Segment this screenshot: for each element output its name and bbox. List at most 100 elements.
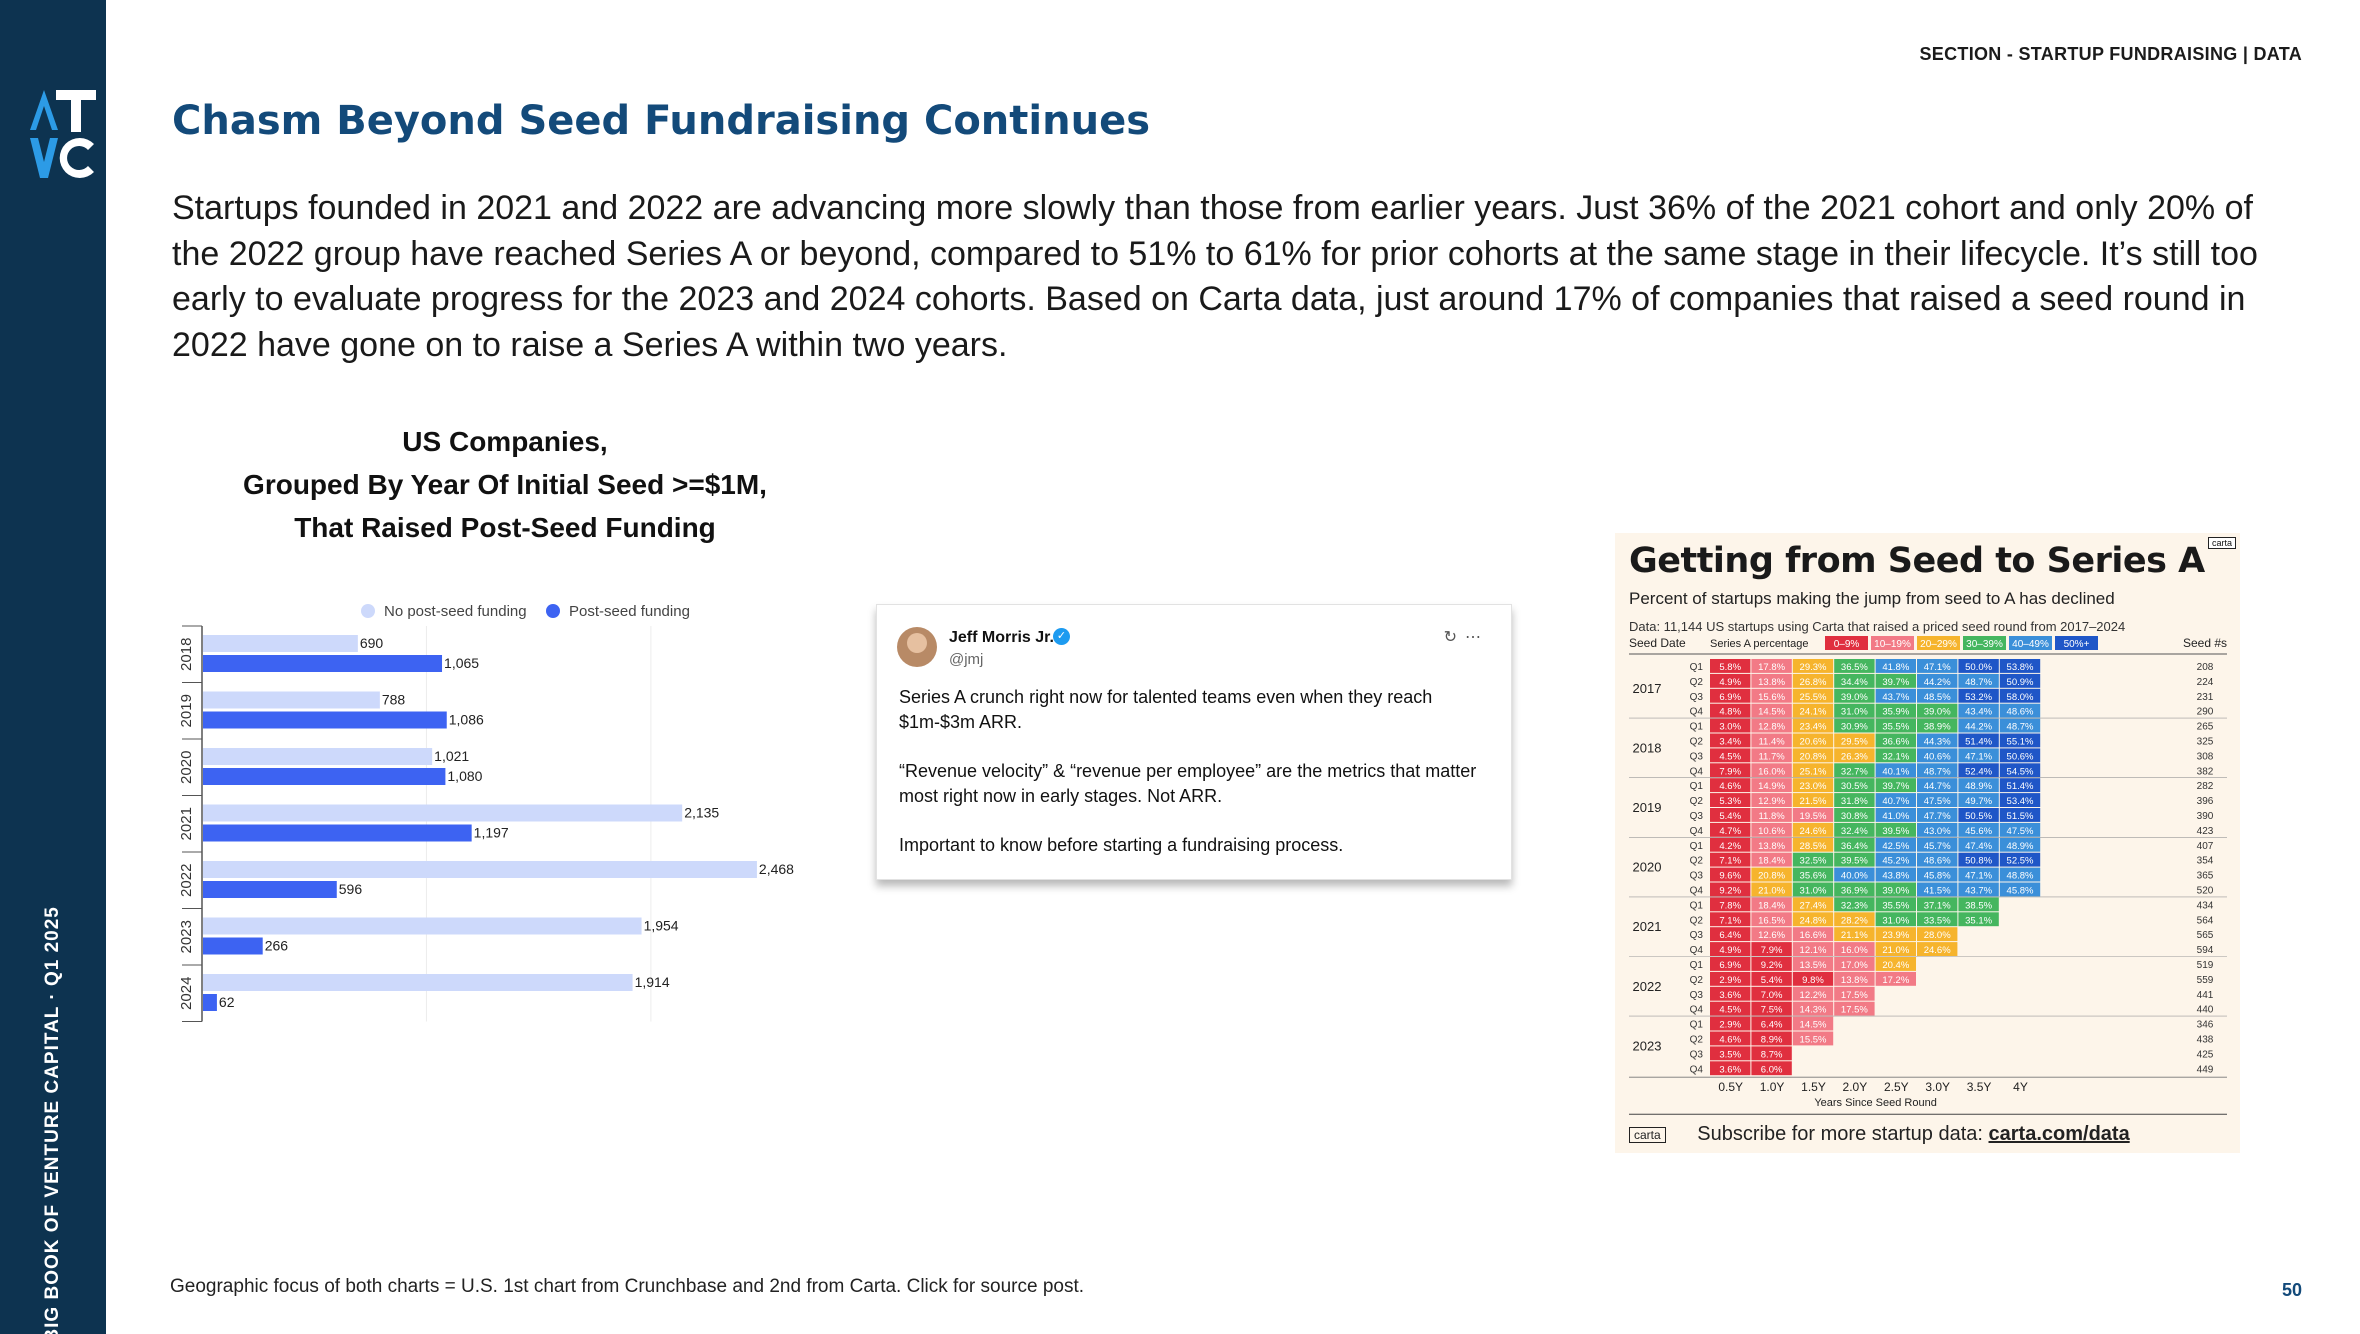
quarter-label: Q2 [1690, 737, 1704, 748]
bar-value-label: 2,468 [759, 861, 794, 877]
heatmap-cell [1792, 852, 1834, 867]
carta-data-link[interactable]: carta.com/data [1988, 1123, 2130, 1145]
heatmap-cell [1751, 673, 1792, 688]
heatmap-cell-value: 44.2% [1965, 722, 1992, 733]
heatmap-cell-value: 11.4% [1758, 737, 1785, 748]
heatmap-cell [1751, 808, 1792, 822]
heatmap-cell-value: 5.4% [1761, 975, 1783, 986]
heatmap-cell [1917, 927, 1958, 942]
heatmap-cell-value: 17.5% [1841, 1005, 1868, 1016]
heatmap-cell-value: 36.4% [1841, 841, 1868, 852]
heatmap-cell-value: 17.2% [1882, 975, 1909, 986]
heatmap-cell [1917, 778, 1958, 793]
heatmap-cell-value: 39.7% [1882, 677, 1909, 688]
seed-count-value: 231 [2197, 692, 2214, 703]
heatmap-cell-value: 4.6% [1719, 1035, 1741, 1046]
quarter-label: Q2 [1690, 796, 1704, 807]
quarter-label: Q4 [1690, 1064, 1704, 1075]
tweet-line-2: “Revenue velocity” & “revenue per employ… [899, 761, 1477, 806]
heatmap-cell [1792, 986, 1834, 1001]
series-a-heatmap: Seed Date Series A percentage 0–9% 10–19% 20… [1629, 636, 2227, 1115]
seed-count-value: 390 [2197, 811, 2214, 822]
heatmap-cell-value: 51.4% [2007, 781, 2034, 792]
heatmap-cell-value: 53.2% [1965, 692, 1992, 703]
legend-bin-label: 30–39% [1966, 639, 2003, 650]
heatmap-cell [1834, 986, 1875, 1001]
heatmap-cell [1875, 912, 1916, 927]
heatmap-cell [1792, 659, 1834, 673]
heatmap-cell [1875, 942, 1916, 956]
heatmap-cell-value: 14.5% [1800, 1020, 1827, 1031]
bar-no-post-seed [203, 861, 757, 878]
heatmap-cell-value: 7.0% [1761, 990, 1783, 1001]
heatmap-cell-value: 12.1% [1800, 945, 1827, 956]
heatmap-cell [1834, 882, 1875, 897]
heatmap-cell-value: 34.4% [1841, 677, 1868, 688]
heatmap-cell [1917, 822, 1958, 837]
heatmap-cell [1834, 673, 1875, 688]
intro-paragraph: Startups founded in 2021 and 2022 are ad… [172, 189, 2258, 364]
x-tick-label: 4Y [2013, 1080, 2028, 1094]
heatmap-cell [1999, 793, 2041, 807]
heatmap-cell [1792, 837, 1834, 852]
heatmap-cell [1917, 673, 1958, 688]
heatmap-cell [1751, 763, 1792, 778]
carta-tag: carta [2207, 537, 2236, 549]
heatmap-cell-value: 10.6% [1758, 826, 1785, 837]
heatmap-cell-value: 12.8% [1758, 722, 1785, 733]
heatmap-cell-value: 48.7% [1965, 677, 1992, 688]
tweet-line-1: Series A crunch right now for talented t… [899, 687, 1433, 732]
heatmap-cell [1958, 837, 1999, 852]
heatmap-cell [1917, 912, 1958, 927]
heatmap-cell [1834, 659, 1875, 673]
source-footnote[interactable]: Geographic focus of both charts = U.S. 1… [170, 1276, 1085, 1297]
heatmap-cell-value: 23.4% [1800, 722, 1827, 733]
heatmap-cell-value: 48.8% [2007, 871, 2034, 882]
heatmap-cell-value: 13.8% [1758, 841, 1785, 852]
heatmap-cell-value: 4.2% [1719, 841, 1741, 852]
heatmap-cell [1792, 808, 1834, 822]
year-label: 2018 [1633, 740, 1662, 755]
heatmap-cell [1710, 986, 1751, 1001]
seed-count-value: 382 [2197, 766, 2214, 777]
heatmap-cell-value: 12.6% [1758, 930, 1785, 941]
tweet-avatar[interactable] [897, 627, 937, 667]
heatmap-cell-value: 23.0% [1800, 781, 1827, 792]
heatmap-cell-value: 36.9% [1841, 886, 1868, 897]
heatmap-cell [1710, 688, 1751, 703]
heatmap-cell-value: 17.5% [1841, 990, 1868, 1001]
heatmap-cell [1917, 882, 1958, 897]
legend-label-post-seed: Post-seed funding [569, 603, 690, 620]
heatmap-cell-value: 13.8% [1758, 677, 1785, 688]
heatmap-cell-value: 13.8% [1841, 975, 1868, 986]
heatmap-cell-value: 24.6% [1924, 945, 1951, 956]
heatmap-cell [1917, 688, 1958, 703]
heatmap-cell [1917, 852, 1958, 867]
more-options-icon[interactable]: ↻⋯ [1443, 629, 1489, 646]
heatmap-cell-value: 39.5% [1882, 826, 1909, 837]
heatmap-cell [1751, 1001, 1792, 1016]
heatmap-cell-value: 21.0% [1758, 886, 1785, 897]
header-series-a: Series A percentage [1710, 638, 1808, 650]
heatmap-cell-value: 51.4% [1965, 737, 1992, 748]
tweet-card[interactable]: Jeff Morris Jr. ✓ @jmj ↻⋯ Series A crunc… [876, 604, 1512, 880]
bar-post-seed [203, 768, 446, 785]
heatmap-cell-value: 30.5% [1841, 781, 1868, 792]
heatmap-cell-value: 48.7% [2007, 722, 2034, 733]
bar-value-label: 1,065 [444, 655, 479, 671]
heatmap-cell-value: 7.9% [1761, 945, 1783, 956]
tweet-handle[interactable]: @jmj [949, 651, 984, 668]
heatmap-cell [1999, 778, 2041, 793]
heatmap-cell [1958, 718, 1999, 733]
heatmap-cell [1999, 808, 2041, 822]
tweet-author-name[interactable]: Jeff Morris Jr. [949, 629, 1054, 646]
heatmap-cell-value: 4.5% [1719, 751, 1741, 762]
heatmap-cell [1875, 852, 1916, 867]
heatmap-cell [1710, 942, 1751, 956]
category-label: 2019 [178, 694, 195, 727]
heatmap-cell-value: 47.1% [1965, 871, 1992, 882]
heatmap-cell [1917, 942, 1958, 956]
legend-label-no-post-seed: No post-seed funding [384, 603, 527, 620]
heatmap-cell-value: 5.3% [1719, 796, 1741, 807]
heatmap-cell [1751, 1046, 1792, 1061]
